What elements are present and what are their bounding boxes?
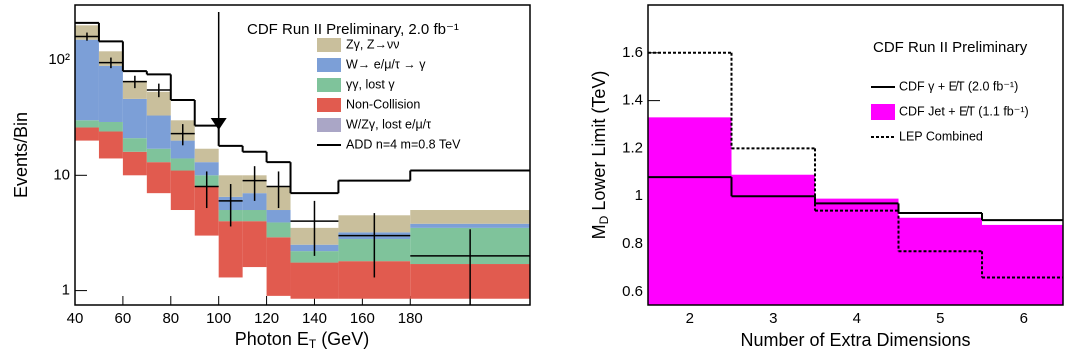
stack-segment: [98, 65, 123, 122]
plot-area: [75, 21, 530, 305]
y-tick-label: 10: [53, 166, 70, 183]
legend-swatch: [317, 98, 341, 112]
chart-title: CDF Run II Preliminary, 2.0 fb⁻¹: [247, 21, 459, 38]
stack-segment: [410, 223, 530, 228]
stack-segment: [170, 170, 195, 211]
x-tick-label: 180: [398, 310, 423, 327]
legend-label: LEP Combined: [899, 129, 983, 143]
limit-bar: [815, 198, 899, 305]
stack-segment: [122, 138, 147, 152]
stack-segment: [194, 186, 219, 236]
legend-label: γγ, lost γ: [346, 77, 395, 91]
stack-segment: [170, 140, 195, 159]
stack-segment: [75, 120, 99, 128]
stack-segment: [98, 131, 123, 159]
legend-swatch: [317, 78, 341, 92]
legend-label: Zγ, Z→νν: [346, 37, 399, 51]
limit-bar: [982, 224, 1063, 305]
stack-segment: [75, 39, 99, 121]
x-axis-label-part: Photon E: [235, 329, 309, 349]
stack-segment: [98, 121, 123, 132]
x-axis-label-part: (GeV): [316, 329, 369, 349]
legend-swatch: [317, 118, 341, 132]
limit-bar: [898, 217, 983, 305]
x-axis-label: Number of Extra Dimensions: [740, 330, 970, 350]
legend-swatch: [871, 104, 895, 120]
stack-segment: [146, 162, 171, 194]
y-tick-label: 1: [62, 282, 70, 299]
x-axis-label: Photon ET (GeV): [235, 329, 369, 351]
stack-segment: [194, 148, 219, 163]
stack-segment: [266, 210, 291, 223]
cut-arrowhead: [210, 118, 227, 130]
x-tick-label: 5: [936, 310, 944, 327]
stack-segment: [242, 193, 267, 211]
x-tick-label: 160: [350, 310, 375, 327]
legend-swatch: [317, 58, 341, 72]
x-tick-label: 4: [853, 310, 861, 327]
stack-segment: [170, 158, 195, 171]
limit-bar: [648, 117, 732, 305]
x-tick-label: 100: [206, 310, 231, 327]
legend-label: Non-Collision: [346, 97, 420, 111]
stack-segment: [146, 91, 171, 116]
chart-title: CDF Run II Preliminary: [873, 39, 1028, 56]
y-axis-label-part: M: [589, 224, 609, 239]
y-tick-label: 0.6: [622, 283, 643, 300]
frame: [647, 4, 1064, 306]
stack-segment: [218, 221, 243, 278]
y-axis-label: Events/Bin: [11, 112, 31, 198]
x-tick-label: 80: [162, 310, 179, 327]
y-tick-label: 1.6: [622, 44, 643, 61]
stack-segment: [266, 222, 291, 238]
y-tick-label: 10²: [48, 51, 70, 68]
y-axis-label-part: Lower Limit (TeV): [589, 71, 609, 216]
legend-label: W/Zγ, lost e/μ/τ: [346, 117, 431, 131]
x-tick-label: 120: [254, 310, 279, 327]
x-tick-label: 140: [302, 310, 327, 327]
stack-segment: [410, 210, 530, 224]
legend-label: CDF γ + E̸T (2.0 fb⁻¹): [899, 79, 1018, 93]
x-tick-label: 6: [1020, 310, 1028, 327]
legend-label: W→ e/μ/τ → γ: [346, 57, 426, 71]
stack-segment: [242, 221, 267, 268]
stack-segment: [122, 98, 147, 139]
legend-label: ADD n=4 m=0.8 TeV: [346, 137, 461, 151]
stack-segment: [194, 162, 219, 176]
y-tick-label: 1: [635, 187, 643, 204]
frame: [74, 4, 531, 306]
stack-segment: [290, 262, 339, 299]
stack-segment: [122, 151, 147, 176]
x-axis-label-part: T: [309, 337, 317, 351]
plot-area: [648, 51, 1063, 305]
x-tick-label: 2: [686, 310, 694, 327]
y-axis-label-part: D: [597, 215, 611, 224]
x-tick-label: 60: [115, 310, 132, 327]
legend-swatch: [317, 38, 341, 52]
y-tick-label: 1.2: [622, 139, 643, 156]
stack-segment: [146, 115, 171, 149]
stack-segment: [266, 237, 291, 296]
x-tick-label: 3: [769, 310, 777, 327]
stack-segment: [75, 127, 99, 141]
limit-bar: [731, 174, 816, 305]
y-tick-label: 1.4: [622, 92, 643, 109]
x-tick-label: 40: [67, 310, 84, 327]
stack-segment: [242, 210, 267, 222]
stack-segment: [146, 148, 171, 163]
y-axis-label: MD Lower Limit (TeV): [589, 71, 611, 240]
stack-segment: [290, 251, 339, 263]
stack-segment: [122, 80, 147, 99]
legend-label: CDF Jet + E̸T (1.1 fb⁻¹): [899, 104, 1029, 118]
y-tick-label: 0.8: [622, 235, 643, 252]
